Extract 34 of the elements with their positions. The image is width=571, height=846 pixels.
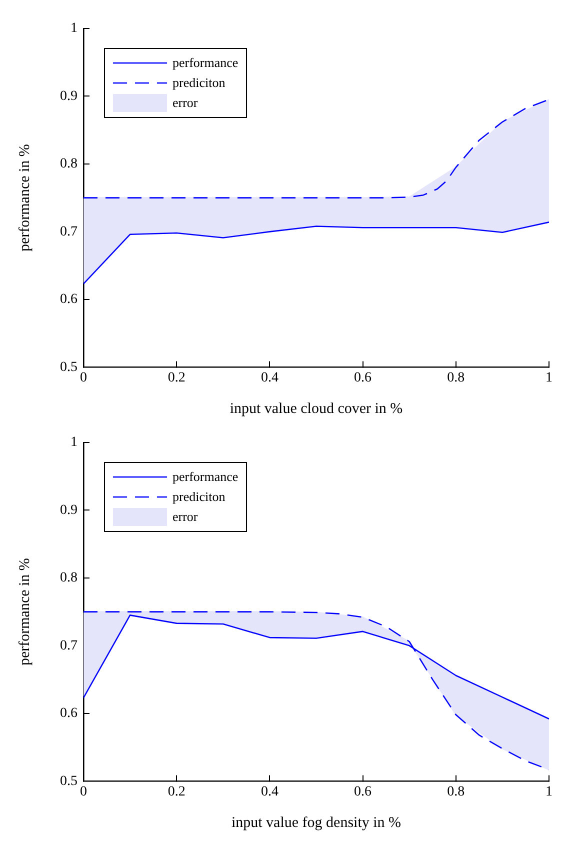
y-tick-label: 0.8	[60, 570, 78, 586]
x-axis-title: input value cloud cover in %	[230, 400, 403, 417]
y-axis-title: performance in %	[16, 558, 33, 666]
y-tick-label: 0.5	[60, 360, 78, 375]
legend-label: error	[172, 508, 198, 526]
x-tick-label: 0.6	[354, 370, 372, 386]
x-tick-label: 0.2	[168, 784, 186, 800]
y-tick-label: 1	[70, 435, 78, 450]
y-tick-label: 0.8	[60, 156, 78, 172]
x-tick-label: 0.2	[168, 370, 186, 386]
x-tick-label: 1	[546, 370, 552, 386]
x-tick-label: 0.8	[447, 784, 465, 800]
legend-label: prediciton	[172, 488, 226, 506]
y-axis-title: performance in %	[16, 144, 33, 252]
y-tick-label: 0.5	[60, 774, 78, 789]
x-tick-label: 0	[80, 784, 87, 800]
x-tick-label: 0.6	[354, 784, 372, 800]
legend-label: performance	[172, 468, 238, 486]
x-tick-label: 1	[546, 784, 552, 800]
legend-label: performance	[172, 54, 238, 72]
x-tick-label: 0.8	[447, 370, 465, 386]
y-tick-label: 1	[70, 21, 78, 36]
y-tick-label: 0.7	[60, 224, 78, 240]
y-tick-label: 0.9	[60, 88, 78, 104]
y-tick-label: 0.6	[60, 292, 78, 308]
x-tick-label: 0	[80, 370, 87, 386]
legend-label: prediciton	[172, 74, 226, 92]
x-axis-title: input value fog density in %	[231, 814, 402, 831]
legend-label: error	[172, 94, 198, 112]
x-tick-label: 0.4	[260, 370, 278, 386]
y-tick-label: 0.6	[60, 706, 78, 722]
y-tick-label: 0.9	[60, 502, 78, 518]
x-tick-label: 0.4	[260, 784, 278, 800]
y-tick-label: 0.7	[60, 638, 78, 654]
